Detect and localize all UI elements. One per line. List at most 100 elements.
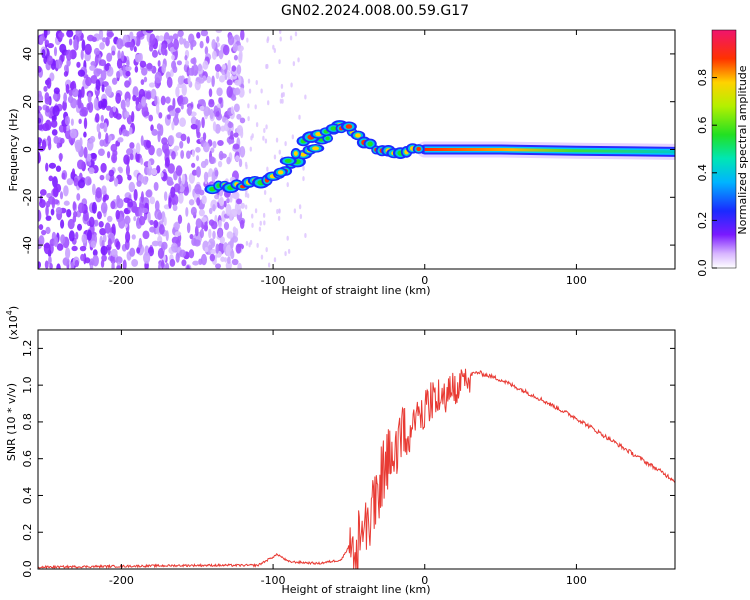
noise-speckle <box>86 153 92 162</box>
noise-speckle <box>146 62 153 70</box>
noise-speckle <box>197 99 205 105</box>
noise-speckle <box>102 233 107 243</box>
noise-speckle <box>149 33 156 46</box>
noise-speckle <box>90 240 97 249</box>
noise-speckle <box>88 216 95 228</box>
noise-speckle <box>41 229 47 236</box>
noise-speckle <box>166 114 171 120</box>
noise-speckle <box>204 220 208 231</box>
noise-speckle <box>187 75 191 85</box>
noise-speckle <box>135 151 140 163</box>
noise-speckle <box>266 63 269 69</box>
noise-speckle <box>115 92 122 104</box>
noise-speckle <box>273 154 277 160</box>
noise-speckle <box>50 208 55 216</box>
noise-speckle <box>53 236 59 248</box>
noise-speckle <box>238 87 245 98</box>
noise-speckle <box>38 209 42 222</box>
noise-speckle <box>156 147 163 157</box>
noise-speckle <box>98 221 104 228</box>
noise-speckle <box>113 177 119 187</box>
noise-speckle <box>202 132 207 141</box>
noise-speckle <box>251 222 254 228</box>
noise-speckle <box>134 53 142 63</box>
noise-speckle <box>232 143 240 150</box>
noise-speckle <box>231 65 237 72</box>
noise-speckle <box>284 141 287 147</box>
noise-speckle <box>136 30 144 38</box>
noise-speckle <box>163 191 168 202</box>
noise-speckle <box>148 114 154 122</box>
noise-speckle <box>147 211 151 223</box>
noise-speckle <box>212 203 216 212</box>
noise-speckle <box>55 59 63 69</box>
noise-speckle <box>218 75 226 83</box>
noise-speckle <box>179 249 186 258</box>
noise-speckle <box>235 155 240 162</box>
spectrogram-x-label: Height of straight line (km) <box>281 284 430 297</box>
noise-speckle <box>188 199 195 206</box>
noise-speckle <box>266 166 269 172</box>
noise-speckle <box>160 259 165 269</box>
noise-speckle <box>212 121 217 132</box>
snr-y-tick-label: 0.4 <box>21 487 34 505</box>
noise-speckle <box>188 33 195 44</box>
snr-y-multiplier-close: ) <box>7 306 20 310</box>
noise-speckle <box>239 117 246 124</box>
noise-speckle <box>48 162 57 169</box>
noise-speckle <box>195 218 202 229</box>
noise-speckle <box>120 50 125 62</box>
noise-speckle <box>76 193 81 201</box>
spectrogram-x-ticks: -200 -100 0 100 <box>109 30 587 287</box>
noise-speckle <box>148 82 156 88</box>
noise-speckle <box>190 116 197 125</box>
noise-speckle <box>96 211 102 220</box>
noise-speckle <box>161 63 166 74</box>
noise-speckle <box>151 129 158 136</box>
noise-speckle <box>138 207 143 218</box>
noise-speckle <box>280 83 284 89</box>
noise-speckle <box>254 208 258 214</box>
noise-speckle <box>77 202 85 214</box>
noise-speckle <box>230 106 234 115</box>
noise-speckle <box>166 180 174 186</box>
noise-speckle <box>140 79 145 85</box>
noise-speckle <box>210 248 217 254</box>
noise-speckle <box>69 128 77 139</box>
noise-speckle <box>215 263 222 269</box>
noise-speckle <box>269 197 272 203</box>
noise-speckle <box>138 237 143 250</box>
noise-speckle <box>140 135 144 147</box>
noise-speckle <box>222 44 230 56</box>
snr-x-tick-label: -100 <box>261 574 286 587</box>
noise-speckle <box>199 105 205 112</box>
noise-speckle <box>264 138 268 144</box>
noise-speckle <box>68 89 74 97</box>
noise-speckle <box>166 76 173 88</box>
noise-speckle <box>63 71 68 77</box>
noise-speckle <box>280 93 284 99</box>
noise-speckle <box>125 164 131 177</box>
noise-speckle <box>136 180 142 187</box>
noise-speckle <box>208 228 212 239</box>
noise-speckle <box>186 150 191 159</box>
colorbar-tick-label: 0.2 <box>696 212 709 230</box>
noise-speckle <box>218 219 222 229</box>
ridge-blob-core <box>325 136 330 141</box>
noise-speckle <box>66 208 72 218</box>
noise-speckle <box>157 211 163 221</box>
noise-speckle <box>217 160 223 168</box>
noise-speckle <box>122 259 127 269</box>
noise-speckle <box>122 129 128 137</box>
noise-speckle <box>226 156 231 165</box>
noise-speckle <box>196 31 201 39</box>
noise-speckle <box>99 174 105 181</box>
noise-speckle <box>106 31 115 38</box>
noise-speckle <box>212 140 217 149</box>
noise-speckle <box>88 167 95 175</box>
noise-speckle <box>167 163 175 174</box>
noise-speckle <box>143 76 148 83</box>
noise-speckle <box>73 38 78 50</box>
noise-speckle <box>220 256 226 262</box>
noise-speckle <box>77 223 83 231</box>
